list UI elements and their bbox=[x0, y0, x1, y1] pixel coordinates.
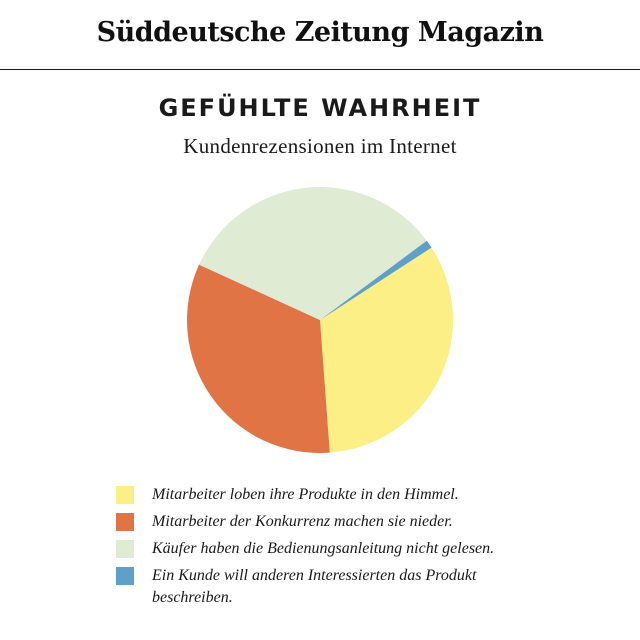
legend-item: Mitarbeiter der Konkurrenz machen sie ni… bbox=[116, 511, 556, 533]
legend-swatch bbox=[116, 567, 134, 585]
legend-label: Mitarbeiter der Konkurrenz machen sie ni… bbox=[152, 513, 453, 530]
masthead-logo: Süddeutsche Zeitung Magazin bbox=[96, 17, 544, 48]
chart-legend: Mitarbeiter loben ihre Produkte in den H… bbox=[116, 484, 556, 614]
legend-swatch bbox=[116, 513, 134, 531]
legend-item: Ein Kunde will anderen Interessierten da… bbox=[116, 565, 556, 609]
legend-item: Käufer haben die Bedienungsanleitung nic… bbox=[116, 538, 556, 560]
legend-item: Mitarbeiter loben ihre Produkte in den H… bbox=[116, 484, 556, 506]
legend-swatch bbox=[116, 486, 134, 504]
legend-swatch bbox=[116, 540, 134, 558]
pie-slice-2 bbox=[187, 264, 330, 453]
chart-title: GEFÜHLTE WAHRHEIT bbox=[158, 94, 482, 122]
pie-slice-3 bbox=[199, 187, 427, 320]
chart-subtitle: Kundenrezensionen im Internet bbox=[183, 134, 457, 158]
legend-label: Käufer haben die Bedienungsanleitung nic… bbox=[152, 540, 495, 557]
pie-slice-4 bbox=[320, 240, 432, 320]
pie-slice-1 bbox=[320, 247, 453, 453]
masthead: Süddeutsche Zeitung Magazin bbox=[0, 0, 640, 70]
pie-chart bbox=[187, 187, 453, 453]
legend-label: Mitarbeiter loben ihre Produkte in den H… bbox=[152, 486, 459, 503]
legend-label: Ein Kunde will anderen Interessierten da… bbox=[152, 567, 477, 606]
